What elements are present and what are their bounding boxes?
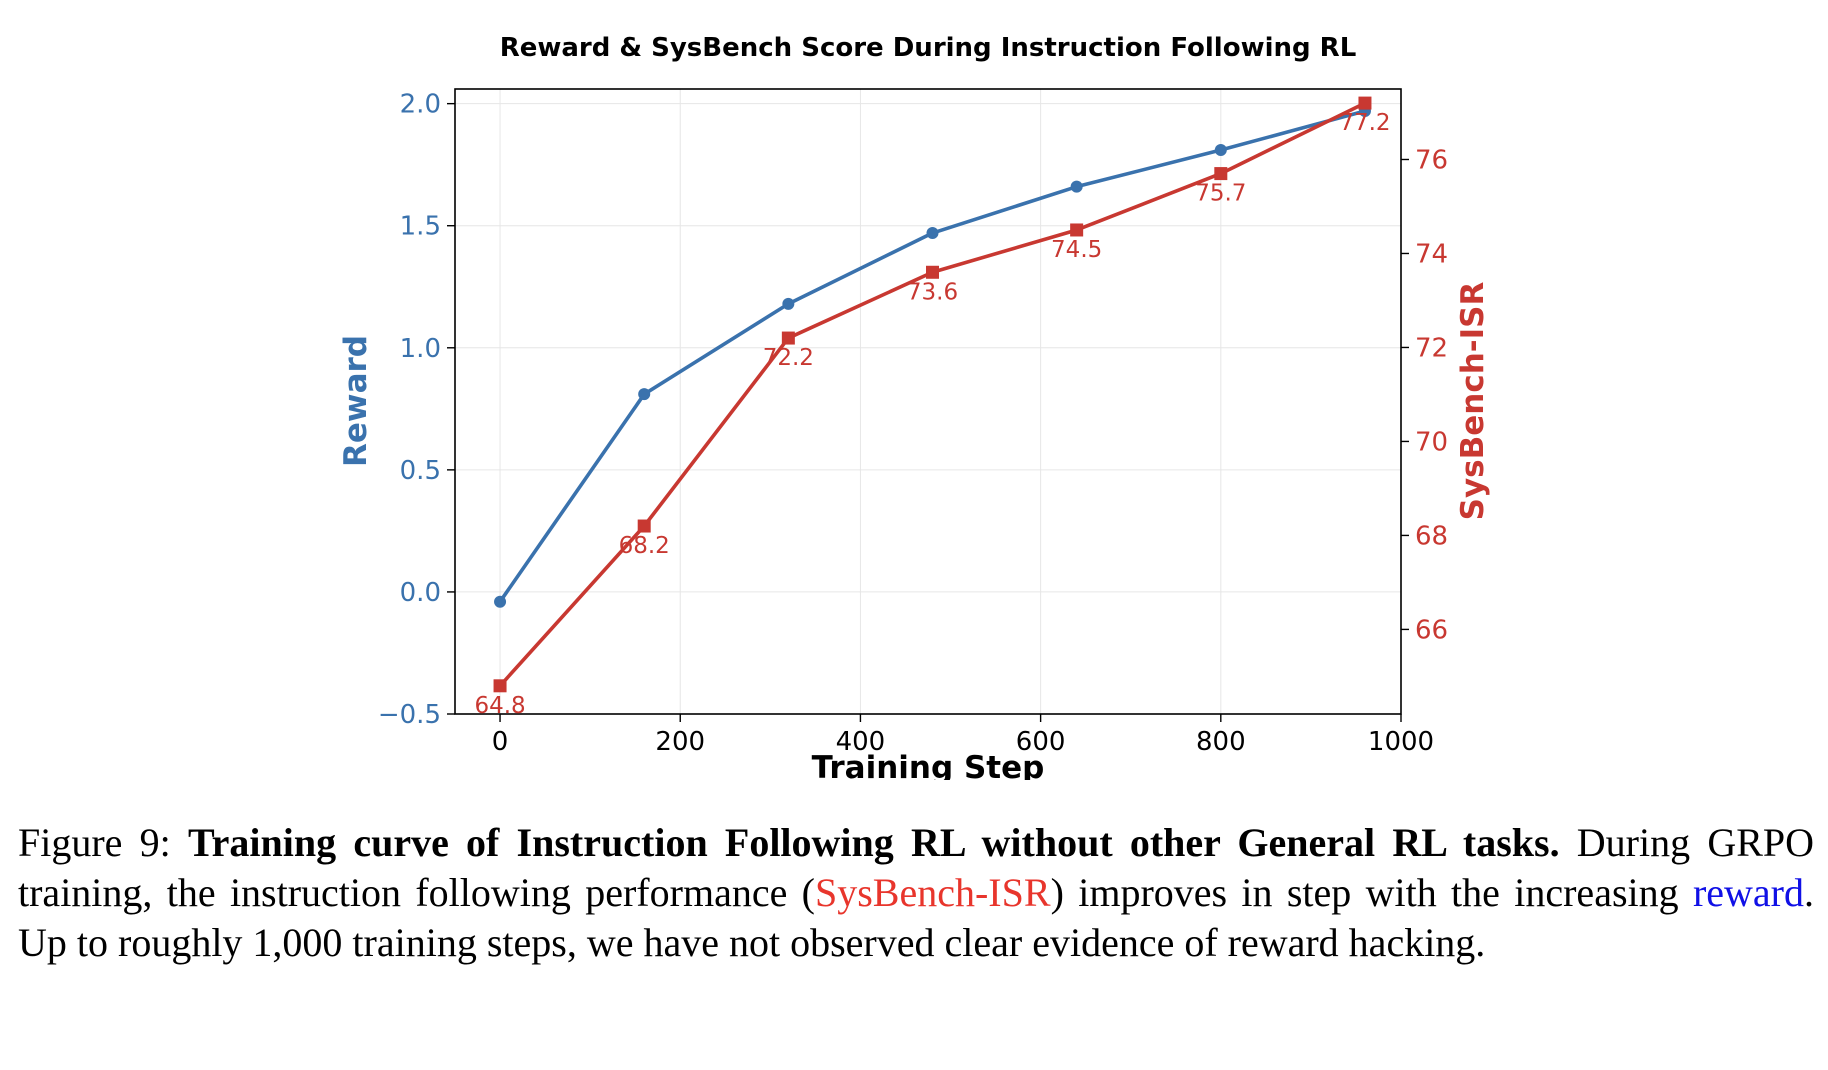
sysbench-data-label: 64.8	[474, 693, 525, 719]
left-y-tick-label: 1.5	[400, 212, 441, 242]
right-y-tick-label: 74	[1415, 239, 1448, 269]
caption-bold-title: Training curve of Instruction Following …	[187, 820, 1560, 865]
reward-point	[782, 297, 795, 310]
figure-caption: Figure 9: Training curve of Instruction …	[18, 818, 1814, 968]
sysbench-point	[781, 331, 795, 345]
left-y-tick-label: 1.0	[400, 334, 441, 364]
x-tick-label: 0	[492, 727, 509, 757]
left-y-tick-label: −0.5	[378, 700, 441, 730]
x-tick-label: 800	[1196, 727, 1246, 757]
x-axis-title: Training Step	[812, 750, 1045, 780]
sysbench-series: 64.8 68.2 72.2 73.6 74.5 75.7 77.2	[474, 96, 1391, 719]
right-axis-title: SysBench-ISR	[1455, 282, 1491, 521]
caption-text-part-2: ) improves in step with the increasing	[1050, 870, 1679, 915]
x-tick-label: 200	[655, 727, 705, 757]
caption-text-part-1: During GRPO training, the instruction fo…	[18, 820, 1815, 915]
left-y-tick-label: 0.5	[400, 456, 441, 486]
sysbench-data-label: 68.2	[619, 533, 670, 559]
sysbench-point	[1070, 223, 1084, 237]
chart-figure: Reward & SysBench Score During Instructi…	[338, 33, 1491, 780]
sysbench-point	[926, 265, 940, 279]
x-tick-label: 600	[1016, 727, 1066, 757]
right-y-tick-label: 72	[1415, 333, 1448, 363]
reward-point	[638, 388, 651, 401]
left-y-tick-label: 2.0	[400, 90, 441, 120]
reward-point	[1070, 180, 1083, 193]
caption-text-part-3: . Up to roughly 1,000 training steps, we…	[18, 870, 1814, 965]
sysbench-point	[1358, 96, 1372, 110]
left-y-tick-label: 0.0	[400, 578, 441, 608]
x-axis-ticks: 0 200 400 600 800 1000	[492, 714, 1434, 757]
right-y-tick-label: 68	[1415, 521, 1448, 551]
sysbench-point	[637, 519, 651, 533]
sysbench-data-label: 72.2	[763, 345, 814, 371]
sysbench-point	[1214, 167, 1228, 181]
x-tick-label: 1000	[1368, 727, 1434, 757]
reward-point	[494, 595, 507, 608]
sysbench-data-label: 73.6	[907, 279, 958, 305]
series-layer: 64.8 68.2 72.2 73.6 74.5 75.7 77.2	[474, 96, 1391, 719]
caption-figure-label: Figure 9:	[18, 820, 171, 865]
sysbench-data-label: 74.5	[1051, 237, 1102, 263]
caption-reward-term: reward	[1692, 870, 1804, 915]
right-axis-ticks: 66 68 70 72 74 76	[1401, 145, 1448, 645]
sysbench-data-label: 75.7	[1195, 181, 1246, 207]
plot-frame	[454, 88, 1402, 715]
x-tick-label: 400	[836, 727, 886, 757]
reward-series	[494, 104, 1371, 608]
grid-lines	[455, 89, 1402, 715]
right-y-tick-label: 66	[1415, 615, 1448, 645]
sysbench-point	[493, 679, 507, 693]
right-y-tick-label: 76	[1415, 145, 1448, 175]
caption-sysbench-term: SysBench-ISR	[814, 870, 1051, 915]
sysbench-data-label: 77.2	[1339, 110, 1390, 136]
reward-point	[1214, 144, 1227, 157]
right-y-tick-label: 70	[1415, 427, 1448, 457]
chart-title: Reward & SysBench Score During Instructi…	[500, 33, 1357, 63]
reward-point	[926, 227, 939, 240]
left-axis-title: Reward	[338, 335, 374, 467]
left-axis-ticks: −0.5 0.0 0.5 1.0 1.5 2.0	[378, 90, 455, 730]
dual-axis-line-chart: Reward & SysBench Score During Instructi…	[338, 33, 1491, 780]
